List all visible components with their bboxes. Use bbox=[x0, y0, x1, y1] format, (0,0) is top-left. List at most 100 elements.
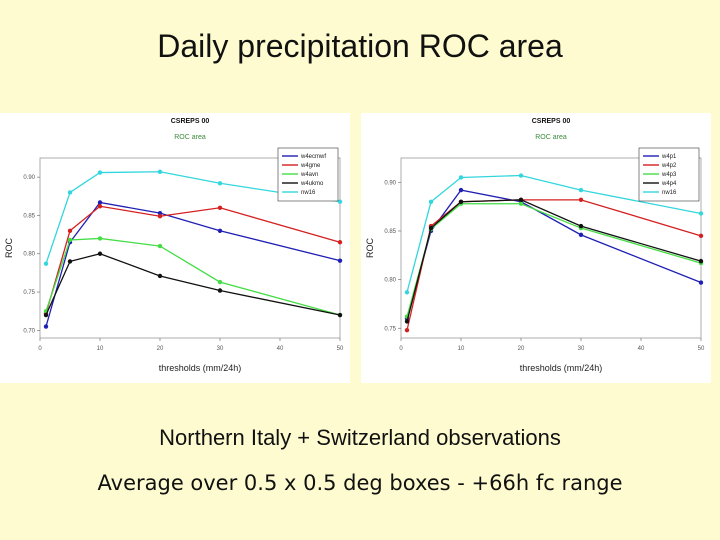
x-tick-label: 40 bbox=[277, 346, 284, 352]
data-point-w4ecmwf bbox=[43, 324, 49, 329]
data-point-nw16 bbox=[578, 187, 584, 193]
legend-label-w4p1: w4p1 bbox=[661, 154, 677, 160]
data-point-nw16 bbox=[337, 199, 343, 204]
chart-subtitle: ROC area bbox=[174, 134, 206, 141]
plot-frame bbox=[400, 157, 702, 339]
data-point-w4gme bbox=[67, 228, 73, 233]
data-point-w4p2 bbox=[698, 233, 704, 239]
data-point-w4ukmo bbox=[97, 251, 103, 256]
data-point-w4p4 bbox=[404, 319, 410, 324]
roc-chart-right: CSREPS 00 ROC area 0 10 20 30 40 50 0.75 0.80 0.85… bbox=[361, 113, 711, 383]
data-point-nw16 bbox=[698, 211, 704, 216]
y-tick-label: 0.75 bbox=[23, 290, 35, 296]
chart-title: CSREPS 00 bbox=[171, 118, 210, 125]
series-line-nw16 bbox=[406, 174, 702, 293]
legend-label-w4p3: w4p3 bbox=[661, 172, 677, 178]
data-point-w4avn bbox=[157, 243, 163, 249]
legend-label-w4gme: w4gme bbox=[300, 163, 321, 169]
data-point-nw16 bbox=[428, 199, 434, 204]
data-point-w4avn bbox=[97, 236, 103, 241]
caption-observations: Northern Italy + Switzerland observation… bbox=[159, 425, 561, 450]
data-point-w4gme bbox=[337, 240, 343, 245]
series-line-w4ecmwf bbox=[45, 201, 341, 327]
data-point-w4p1 bbox=[698, 280, 704, 285]
y-tick-label: 0.70 bbox=[23, 328, 35, 334]
y-tick-label: 0.90 bbox=[23, 175, 35, 181]
data-point-w4ukmo bbox=[157, 273, 163, 279]
x-tick-label: 50 bbox=[698, 346, 705, 352]
x-tick-label: 20 bbox=[157, 346, 164, 352]
legend-label-w4p4: w4p4 bbox=[661, 181, 677, 187]
legend-label-w4avn: w4avn bbox=[300, 172, 318, 178]
series-line-w4gme bbox=[45, 205, 341, 314]
y-axis-label: ROC bbox=[4, 238, 14, 259]
data-point-w4p4 bbox=[458, 199, 464, 204]
data-point-w4ecmwf bbox=[337, 258, 343, 263]
data-point-nw16 bbox=[458, 175, 464, 180]
data-point-nw16 bbox=[43, 261, 49, 266]
x-tick-label: 20 bbox=[518, 346, 525, 352]
data-point-nw16 bbox=[97, 170, 103, 175]
data-point-w4p3 bbox=[518, 201, 524, 206]
legend-label-nw16: nw16 bbox=[662, 190, 677, 196]
y-tick-label: 0.85 bbox=[23, 213, 35, 219]
data-point-nw16 bbox=[157, 169, 163, 174]
data-point-nw16 bbox=[404, 290, 410, 295]
x-tick-label: 10 bbox=[458, 346, 465, 352]
chart-title: CSREPS 00 bbox=[532, 118, 571, 125]
data-point-w4p2 bbox=[404, 328, 410, 333]
data-point-w4gme bbox=[217, 205, 223, 210]
data-point-w4ukmo bbox=[337, 312, 343, 318]
data-point-w4avn bbox=[217, 279, 223, 285]
data-point-nw16 bbox=[217, 181, 223, 186]
series-line-w4ukmo bbox=[45, 253, 341, 316]
x-tick-label: 0 bbox=[399, 346, 403, 352]
x-tick-label: 10 bbox=[97, 346, 104, 352]
roc-chart-left-svg: CSREPS 00 ROC area 0 10 20 30 40 50 0.70 0.75 0.80… bbox=[4, 118, 344, 373]
data-point-w4ukmo bbox=[43, 312, 49, 318]
x-tick-label: 40 bbox=[638, 346, 645, 352]
caption-averaging: Average over 0.5 x 0.5 deg boxes - +66h … bbox=[97, 471, 623, 495]
data-point-nw16 bbox=[67, 190, 73, 195]
data-point-nw16 bbox=[518, 173, 524, 178]
legend-label-w4p2: w4p2 bbox=[661, 163, 677, 169]
data-point-w4ecmwf bbox=[157, 210, 163, 216]
data-point-w4ecmwf bbox=[217, 228, 223, 233]
data-point-w4gme bbox=[157, 214, 163, 219]
x-tick-label: 30 bbox=[217, 346, 224, 352]
legend-label-nw16: nw16 bbox=[301, 190, 316, 196]
roc-chart-left: CSREPS 00 ROC area 0 10 20 30 40 50 0.70 0.75 0.80… bbox=[0, 113, 350, 383]
chart-subtitle: ROC area bbox=[535, 134, 567, 141]
y-tick-label: 0.90 bbox=[384, 180, 396, 186]
slide-title: Daily precipitation ROC area bbox=[157, 28, 563, 64]
plot-frame bbox=[39, 157, 341, 339]
x-tick-label: 0 bbox=[38, 346, 42, 352]
data-point-w4p4 bbox=[698, 258, 704, 264]
x-tick-label: 50 bbox=[337, 346, 344, 352]
series-line-nw16 bbox=[45, 171, 341, 264]
data-point-w4ecmwf bbox=[97, 200, 103, 205]
series-line-w4avn bbox=[45, 237, 341, 316]
data-point-w4p1 bbox=[578, 232, 584, 238]
x-tick-label: 30 bbox=[578, 346, 585, 352]
legend-label-w4ukmo: w4ukmo bbox=[300, 181, 324, 187]
data-point-w4ukmo bbox=[217, 288, 223, 293]
x-axis-label: thresholds (mm/24h) bbox=[520, 363, 603, 373]
data-point-w4p2 bbox=[578, 197, 584, 203]
y-tick-label: 0.80 bbox=[384, 278, 396, 284]
y-tick-label: 0.85 bbox=[384, 229, 396, 235]
data-point-w4p1 bbox=[458, 187, 464, 193]
y-axis-label: ROC bbox=[365, 238, 375, 259]
data-point-w4ukmo bbox=[67, 259, 73, 264]
y-tick-label: 0.75 bbox=[384, 326, 396, 332]
x-axis-label: thresholds (mm/24h) bbox=[159, 363, 242, 373]
data-point-w4p4 bbox=[428, 225, 434, 231]
series-line-w4p4 bbox=[406, 199, 702, 322]
data-point-w4p4 bbox=[578, 223, 584, 229]
data-point-w4gme bbox=[97, 204, 103, 209]
roc-chart-right-svg: CSREPS 00 ROC area 0 10 20 30 40 50 0.75 0.80 0.85… bbox=[365, 118, 705, 373]
y-tick-label: 0.80 bbox=[23, 252, 35, 258]
data-point-w4avn bbox=[67, 237, 73, 243]
legend-label-w4ecmwf: w4ecmwf bbox=[300, 154, 326, 160]
data-point-w4p4 bbox=[518, 197, 524, 203]
